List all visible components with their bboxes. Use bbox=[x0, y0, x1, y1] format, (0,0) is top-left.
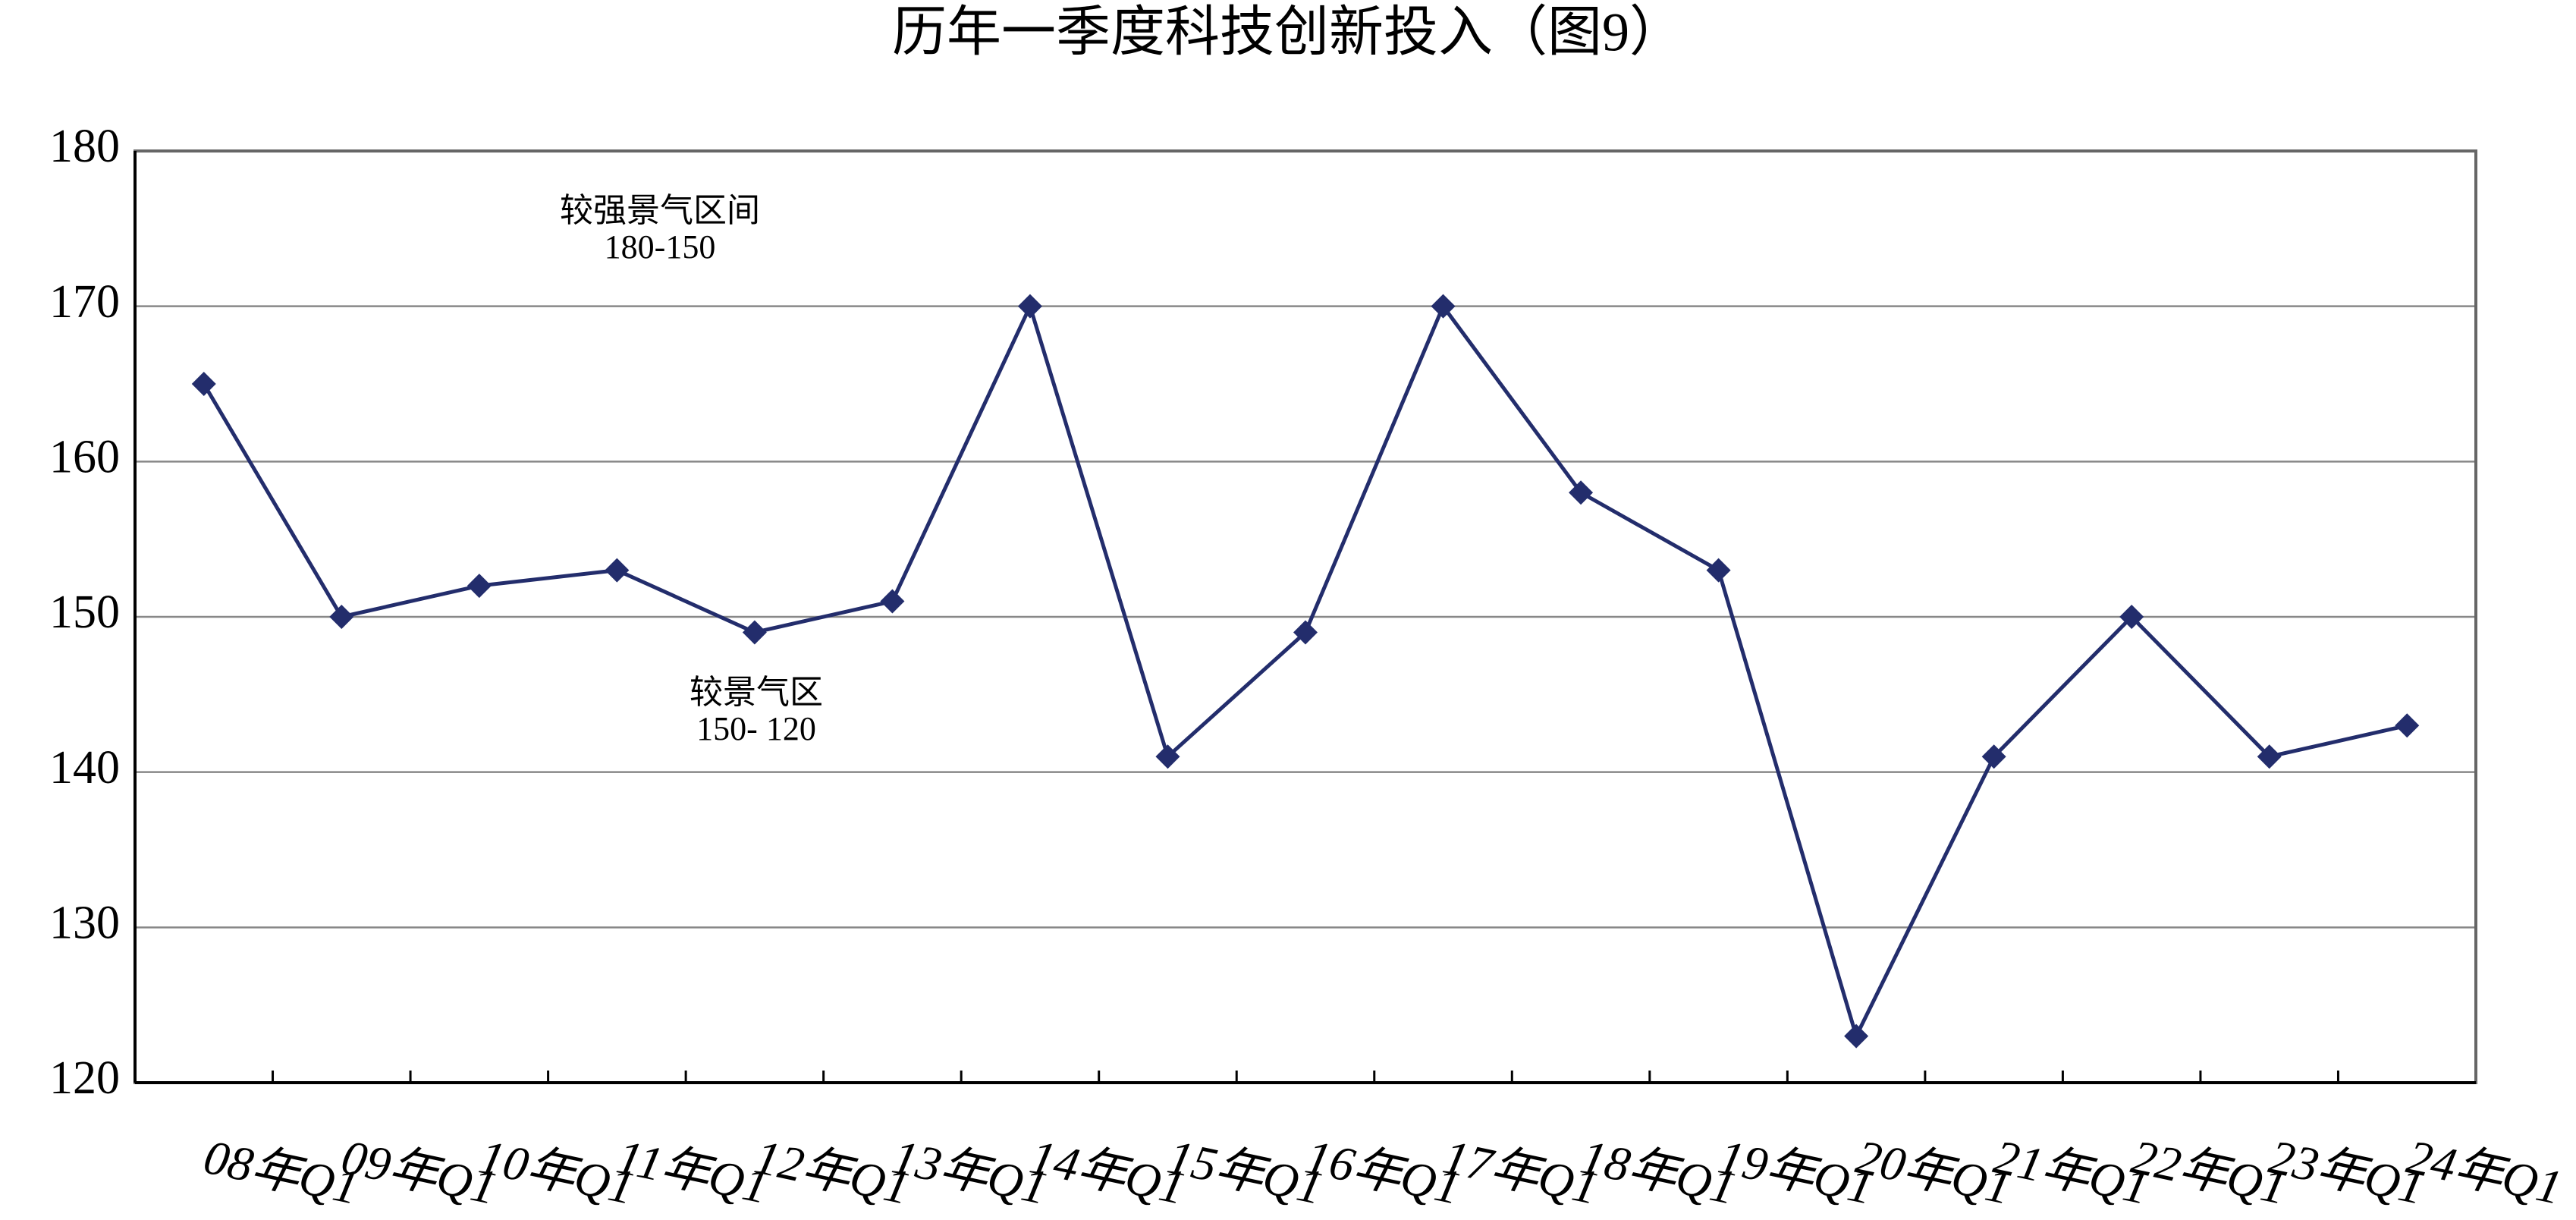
annotation: 180-150 bbox=[605, 228, 716, 266]
y-tick-label: 160 bbox=[49, 432, 120, 483]
marker bbox=[1017, 294, 1042, 319]
marker bbox=[329, 605, 354, 629]
y-tick-label: 170 bbox=[49, 276, 120, 328]
y-tick-label: 130 bbox=[49, 898, 120, 949]
marker bbox=[605, 558, 630, 583]
marker bbox=[1844, 1023, 1869, 1049]
marker bbox=[2257, 744, 2282, 769]
marker bbox=[1706, 558, 1731, 583]
x-tick-label: 11年Q1 bbox=[612, 1130, 773, 1214]
annotation: 150- 120 bbox=[696, 710, 816, 747]
y-tick-label: 150 bbox=[49, 586, 120, 638]
marker bbox=[1155, 744, 1180, 769]
x-tick-label: 24年Q1 bbox=[2402, 1130, 2566, 1215]
marker bbox=[1981, 744, 2006, 769]
y-tick-label: 140 bbox=[49, 742, 120, 794]
marker bbox=[2395, 713, 2420, 738]
marker bbox=[1293, 620, 1318, 645]
marker bbox=[467, 574, 492, 599]
marker bbox=[880, 589, 905, 614]
annotation: 较景气区 bbox=[690, 674, 823, 711]
marker bbox=[742, 620, 767, 645]
marker bbox=[1431, 294, 1456, 319]
y-tick-label: 180 bbox=[49, 121, 120, 172]
marker bbox=[2119, 605, 2144, 629]
marker bbox=[1569, 480, 1594, 505]
marker bbox=[191, 372, 216, 396]
y-tick-label: 120 bbox=[49, 1052, 120, 1104]
chart-title: 历年一季度科技创新投入（图9） bbox=[892, 2, 1684, 63]
annotation: 较强景气区间 bbox=[560, 192, 760, 229]
